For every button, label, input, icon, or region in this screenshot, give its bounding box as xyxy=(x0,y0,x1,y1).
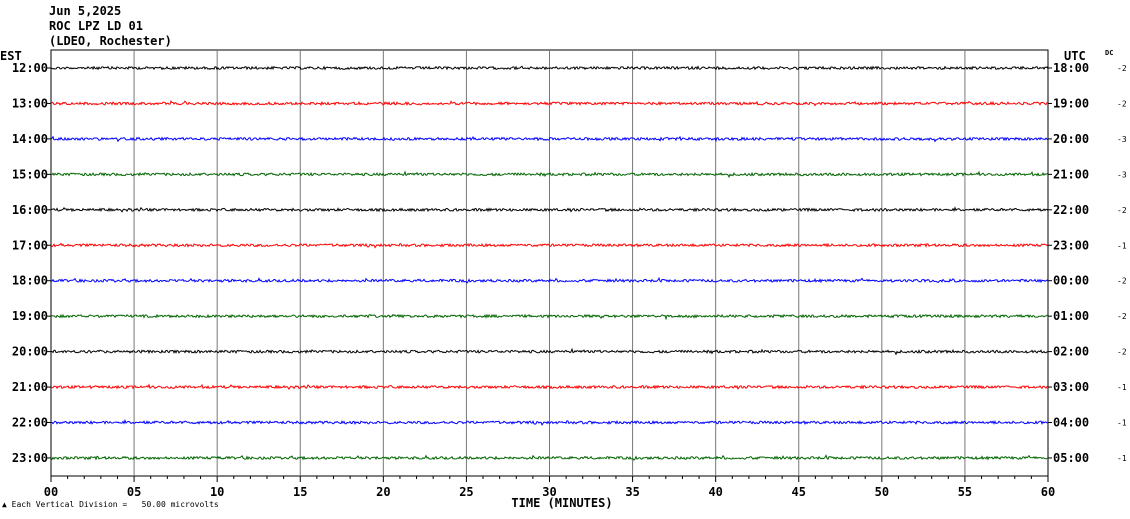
x-tick-label: 20 xyxy=(376,485,390,499)
dc-column-label: DC xyxy=(1105,49,1114,57)
x-tick-label: 50 xyxy=(875,485,889,499)
utc-time-label: 01:00 xyxy=(1053,309,1089,323)
dc-offset-label: -2 xyxy=(1117,64,1127,73)
utc-time-label: 02:00 xyxy=(1053,345,1089,359)
utc-time-label: 19:00 xyxy=(1053,96,1089,110)
dc-offset-label: -2 xyxy=(1117,348,1127,357)
x-tick-label: 00 xyxy=(44,485,58,499)
est-axis-label: EST xyxy=(0,49,22,63)
utc-axis-label: UTC xyxy=(1064,49,1086,63)
seismic-trace xyxy=(50,454,1049,461)
seismic-trace xyxy=(50,65,1049,71)
dc-offset-label: -3 xyxy=(1117,135,1127,144)
x-tick-label: 10 xyxy=(210,485,224,499)
utc-time-label: 05:00 xyxy=(1053,451,1089,465)
est-time-label: 12:00 xyxy=(12,61,48,75)
x-tick-label: 05 xyxy=(127,485,141,499)
utc-time-label: 03:00 xyxy=(1053,380,1089,394)
utc-time-label: 21:00 xyxy=(1053,167,1089,181)
est-time-label: 23:00 xyxy=(12,451,48,465)
seismic-trace xyxy=(50,383,1049,391)
seismic-trace xyxy=(50,347,1049,356)
scale-note: ▲ Each Vertical Division = 50.00 microvo… xyxy=(2,500,219,509)
seismic-trace xyxy=(50,242,1049,249)
date-label: Jun 5,2025 xyxy=(49,4,122,18)
est-time-label: 15:00 xyxy=(12,167,48,181)
utc-time-label: 00:00 xyxy=(1053,274,1089,288)
utc-time-label: 18:00 xyxy=(1053,61,1089,75)
dc-offset-label: -2 xyxy=(1117,312,1127,321)
x-tick-label: 25 xyxy=(459,485,473,499)
dc-offset-label: -1 xyxy=(1117,241,1127,250)
est-time-label: 14:00 xyxy=(12,132,48,146)
seismic-trace xyxy=(50,418,1049,426)
x-tick-label: 40 xyxy=(708,485,722,499)
scale-note-text: Each Vertical Division = 50.00 microvolt… xyxy=(11,500,219,509)
x-tick-label: 30 xyxy=(542,485,556,499)
x-axis-title: TIME (MINUTES) xyxy=(511,496,612,510)
seismic-trace xyxy=(50,313,1048,321)
est-time-label: 13:00 xyxy=(12,96,48,110)
seismic-trace xyxy=(50,276,1049,284)
utc-time-label: 20:00 xyxy=(1053,132,1089,146)
x-tick-label: 55 xyxy=(958,485,972,499)
est-time-label: 20:00 xyxy=(12,345,48,359)
seismic-trace xyxy=(50,206,1049,213)
utc-time-label: 22:00 xyxy=(1053,203,1089,217)
seismic-trace xyxy=(50,135,1049,143)
est-time-label: 18:00 xyxy=(12,274,48,288)
utc-time-label: 23:00 xyxy=(1053,238,1089,252)
dc-offset-label: -2 xyxy=(1117,99,1127,108)
dc-offset-label: -3 xyxy=(1117,170,1127,179)
est-time-label: 17:00 xyxy=(12,238,48,252)
seismic-trace xyxy=(50,99,1049,107)
station-label: ROC LPZ LD 01 xyxy=(49,19,143,33)
x-tick-label: 45 xyxy=(792,485,806,499)
utc-time-label: 04:00 xyxy=(1053,416,1089,430)
x-tick-label: 15 xyxy=(293,485,307,499)
est-time-label: 19:00 xyxy=(12,309,48,323)
est-time-label: 16:00 xyxy=(12,203,48,217)
seismic-trace xyxy=(50,170,1049,179)
x-tick-label: 35 xyxy=(625,485,639,499)
dc-offset-label: -1 xyxy=(1117,419,1127,428)
scale-icon: ▲ xyxy=(2,500,12,509)
dc-offset-label: -2 xyxy=(1117,206,1127,215)
dc-offset-label: -1 xyxy=(1117,383,1127,392)
dc-offset-label: -2 xyxy=(1117,277,1127,286)
dc-offset-label: -1 xyxy=(1117,454,1127,463)
x-tick-label: 60 xyxy=(1041,485,1055,499)
network-label: (LDEO, Rochester) xyxy=(49,34,172,48)
est-time-label: 22:00 xyxy=(12,416,48,430)
est-time-label: 21:00 xyxy=(12,380,48,394)
